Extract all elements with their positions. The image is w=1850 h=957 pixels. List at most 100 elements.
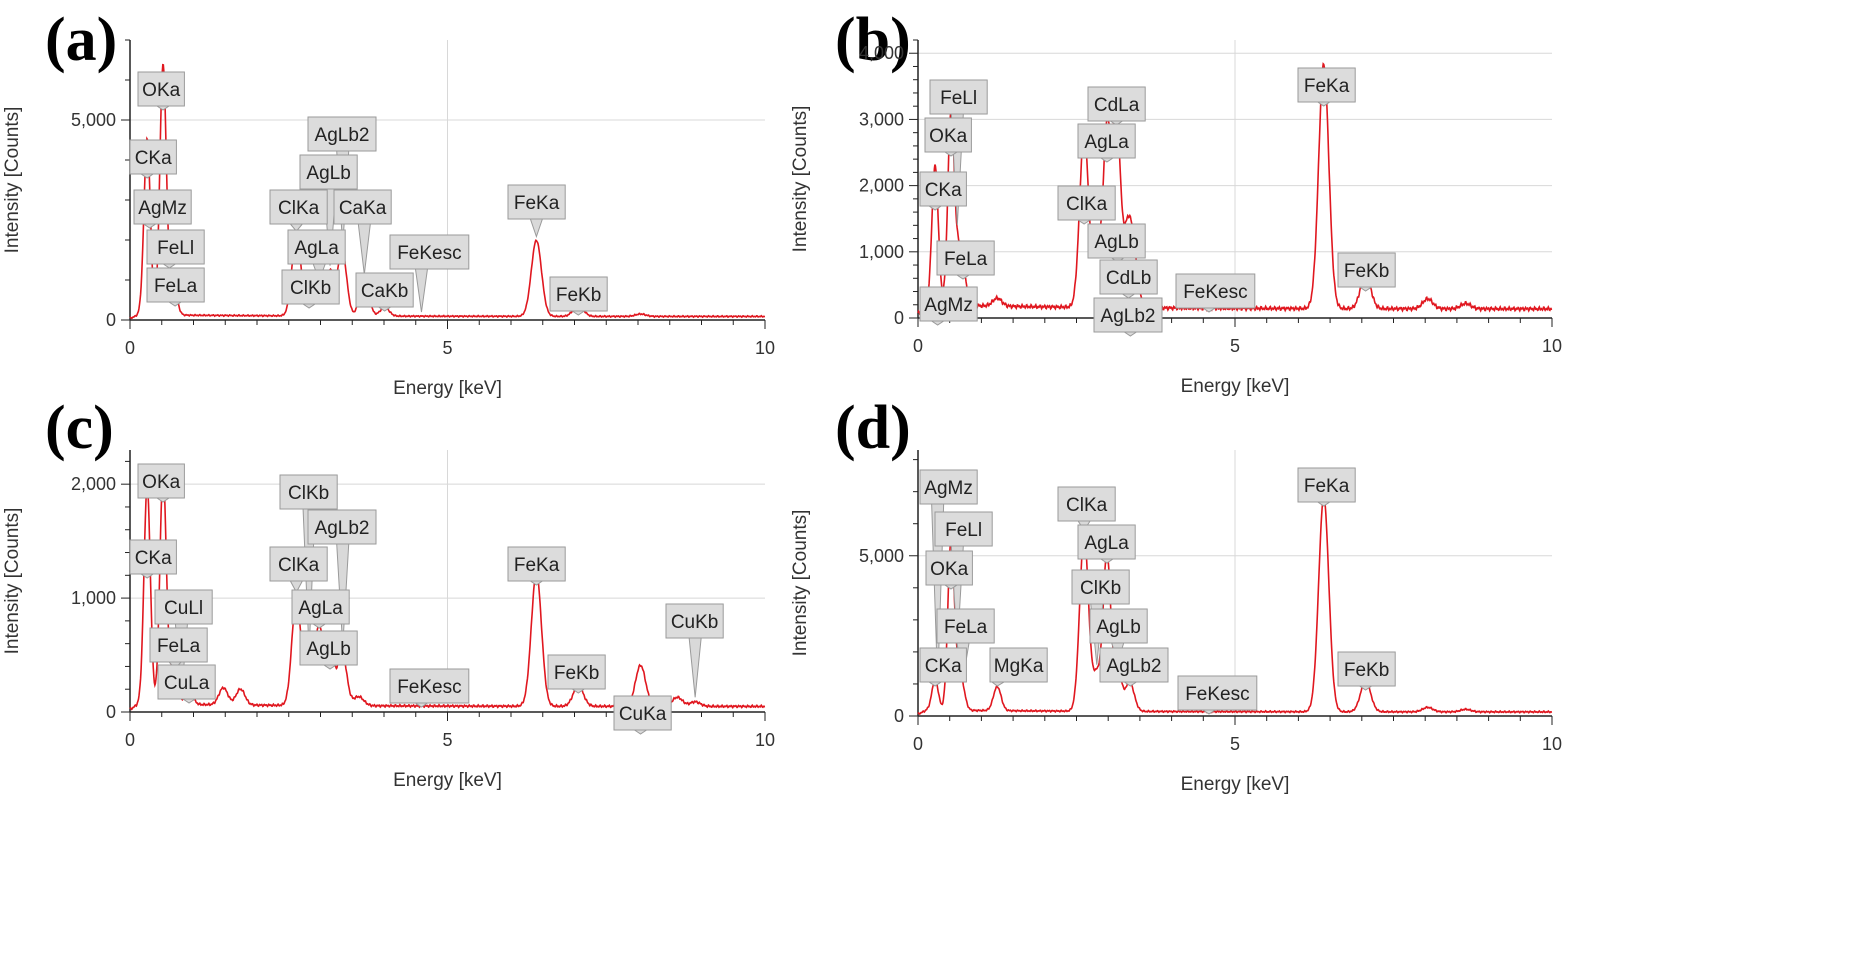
peak-label-box xyxy=(1099,647,1169,683)
peak-label-box xyxy=(1057,486,1116,522)
y-tick-label: 0 xyxy=(894,706,904,726)
peak-label: FeKesc xyxy=(1177,675,1258,715)
y-tick-label: 1,000 xyxy=(859,242,904,262)
peak-label: CuKb xyxy=(665,603,724,698)
peak-label-box xyxy=(919,647,967,683)
peak-label-box xyxy=(924,117,972,153)
peak-label: CaKa xyxy=(333,189,392,275)
peak-label-text: AgLb xyxy=(1096,617,1140,638)
peak-label-box xyxy=(154,589,213,625)
peak-label-box xyxy=(1337,252,1396,288)
peak-label-text: AgLa xyxy=(298,598,343,619)
peak-label-box xyxy=(281,269,340,305)
peak-label-text: FeKesc xyxy=(1185,684,1249,705)
peak-label-box xyxy=(1297,67,1356,103)
peak-label-text: CKa xyxy=(135,548,172,569)
peak-label-text: FeLa xyxy=(154,276,198,297)
peak-label: ClKa xyxy=(269,189,328,232)
peak-label: AgMz xyxy=(919,469,978,685)
peak-label: FeKb xyxy=(547,654,606,694)
peak-label: OKa xyxy=(925,550,973,590)
peak-label-box xyxy=(269,189,328,225)
peak-label-text: ClKb xyxy=(1080,578,1121,599)
peak-label: FeKesc xyxy=(1175,273,1256,313)
peak-label-box xyxy=(307,116,377,152)
peak-label-box xyxy=(146,229,205,265)
peak-label-box xyxy=(507,184,566,220)
peak-label-text: AgLa xyxy=(294,238,339,259)
panel-letter: (d) xyxy=(835,394,911,462)
y-tick-label: 0 xyxy=(106,310,116,330)
peak-label-text: CdLb xyxy=(1106,268,1151,289)
y-axis-title: Intensity [Counts] xyxy=(790,510,811,657)
peak-label-text: CuLa xyxy=(164,673,210,694)
peak-label-text: CdLa xyxy=(1094,95,1140,116)
y-tick-label: 2,000 xyxy=(71,474,116,494)
y-tick-label: 3,000 xyxy=(859,109,904,129)
y-axis-title: Intensity [Counts] xyxy=(2,508,23,655)
peak-label-text: ClKa xyxy=(1066,194,1108,215)
peak-label-box xyxy=(269,546,328,582)
peak-label-box xyxy=(929,79,988,115)
peak-label: FeKesc xyxy=(389,234,470,313)
peak-label-text: FeKesc xyxy=(1183,282,1247,303)
x-tick-label: 5 xyxy=(442,730,452,750)
x-tick-label: 10 xyxy=(755,730,775,750)
peak-label-box xyxy=(665,603,724,639)
panel-letter: (b) xyxy=(835,6,911,74)
peak-label-text: CKa xyxy=(135,148,172,169)
peak-label-text: FeKb xyxy=(554,663,599,684)
peak-label-box xyxy=(129,139,177,175)
x-axis-title: Energy [keV] xyxy=(393,378,502,399)
x-axis-title: Energy [keV] xyxy=(393,770,502,791)
peak-label-text: OKa xyxy=(929,126,967,147)
peak-label-box xyxy=(1093,297,1163,333)
peak-label: CKa xyxy=(919,647,967,687)
y-axis-title: Intensity [Counts] xyxy=(790,106,811,253)
peak-label-text: AgLb2 xyxy=(315,125,370,146)
peak-label: FeKa xyxy=(1297,67,1356,107)
x-tick-label: 5 xyxy=(1230,336,1240,356)
peak-label: ClKb xyxy=(281,269,340,309)
peak-label-text: CuKa xyxy=(619,704,667,725)
x-axis-title: Energy [keV] xyxy=(1181,376,1290,397)
peak-label-box xyxy=(129,539,177,575)
peak-label: AgLb2 xyxy=(1099,647,1169,687)
peak-label-text: AgLb xyxy=(306,639,350,660)
peak-label-text: AgLa xyxy=(1084,533,1129,554)
peak-label-box xyxy=(934,511,993,547)
peak-label-box xyxy=(919,469,978,505)
peak-label-box xyxy=(919,286,978,322)
peak-label-text: CKa xyxy=(925,656,962,677)
peak-label-text: FeKesc xyxy=(397,677,461,698)
peak-label-text: ClKa xyxy=(278,555,320,576)
peak-label-box xyxy=(1177,675,1258,711)
peak-label-box xyxy=(333,189,392,225)
peak-label-box xyxy=(389,234,470,270)
peak-label-text: OKa xyxy=(142,472,180,493)
peak-label-box xyxy=(989,647,1048,683)
peak-label-box xyxy=(1071,569,1130,605)
peak-label-text: ClKa xyxy=(278,198,320,219)
panel-a: (a) 0 5,000 0 5 10 Energy [keV] Intensity [Coun… xyxy=(2,6,775,399)
y-tick-label: 2,000 xyxy=(859,176,904,196)
peak-label-box xyxy=(299,154,358,190)
peak-label: AgLb2 xyxy=(1093,297,1163,337)
peak-label-box xyxy=(919,171,967,207)
peak-label: AgLa xyxy=(1077,123,1136,163)
peak-label-text: CuKb xyxy=(671,612,719,633)
peak-label-text: AgMz xyxy=(924,295,973,316)
peak-label: CuKa xyxy=(613,695,672,735)
spectrum-line xyxy=(129,63,766,320)
peak-label: AgLa xyxy=(291,589,350,629)
peak-label-text: AgLb2 xyxy=(1107,656,1162,677)
peak-label: AgLb xyxy=(299,630,358,670)
peak-label-box xyxy=(157,664,216,700)
peak-label-box xyxy=(279,474,338,510)
peak-label: FeKa xyxy=(507,546,566,586)
y-tick-label: 4,000 xyxy=(859,43,904,63)
peak-label-text: ClKa xyxy=(1066,495,1108,516)
peak-label-text: CuLl xyxy=(164,598,203,619)
panel-d: (d) 0 5,000 0 5 10 Energy [keV] Intensity [Coun… xyxy=(790,394,1562,795)
peak-label: ClKa xyxy=(1057,185,1116,225)
